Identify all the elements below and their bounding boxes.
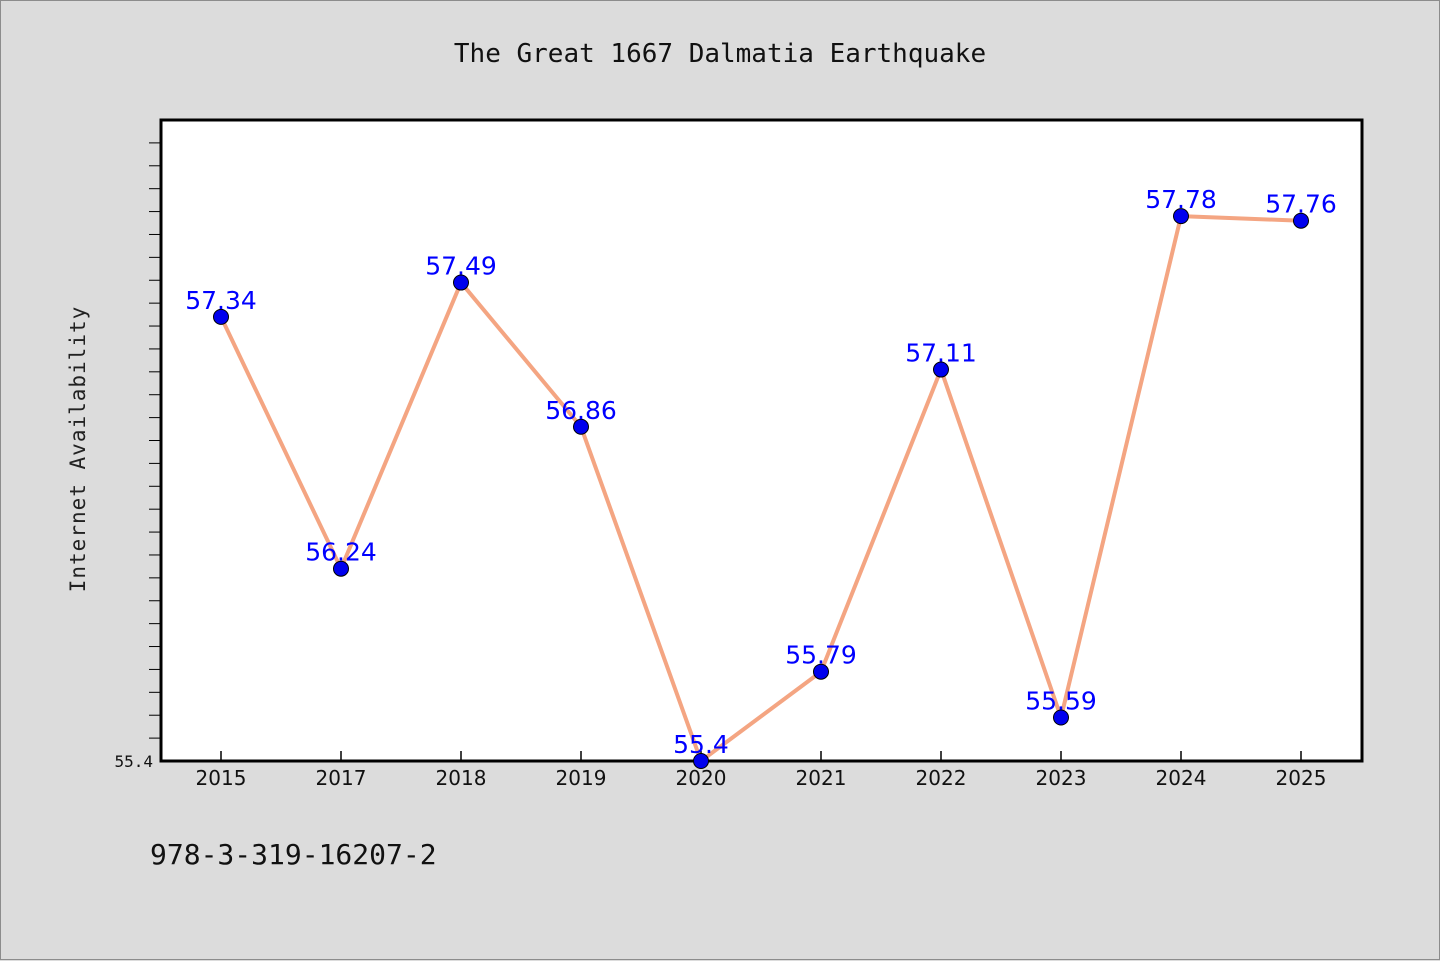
data-label: 57.76 [1265, 190, 1337, 219]
x-tick-label: 2023 [1036, 766, 1087, 790]
data-label: 57.34 [185, 286, 257, 315]
data-point [333, 560, 349, 577]
data-point [1293, 212, 1309, 229]
x-tick-label: 2024 [1156, 766, 1207, 790]
x-tick-label: 2015 [196, 766, 247, 790]
isbn-footer: 978-3-319-16207-2 [150, 838, 437, 871]
x-tick-label: 2022 [916, 766, 967, 790]
data-point [1053, 709, 1069, 726]
data-label: 55.79 [785, 641, 857, 670]
data-point [933, 361, 949, 378]
data-label: 57.78 [1145, 185, 1217, 214]
data-point [1173, 208, 1189, 225]
x-tick-label: 2025 [1276, 766, 1327, 790]
data-point [693, 753, 709, 769]
series-layer [213, 208, 1309, 769]
data-label: 57.11 [905, 339, 977, 368]
data-point [453, 274, 469, 291]
data-point [813, 663, 829, 680]
y-axis-label: Internet Availability [66, 306, 90, 593]
data-point [573, 418, 589, 435]
plot-border [159, 118, 1364, 763]
y-tick-label: 55.4 [114, 752, 153, 771]
plot-area [161, 120, 1362, 761]
data-label: 56.86 [545, 396, 617, 425]
x-tick-label: 2017 [316, 766, 367, 790]
data-point [213, 308, 229, 325]
x-tick-label: 2018 [436, 766, 487, 790]
chart-title: The Great 1667 Dalmatia Earthquake [454, 39, 986, 69]
data-label: 55.59 [1025, 687, 1097, 716]
data-label: 56.24 [305, 538, 377, 567]
x-tick-label: 2021 [796, 766, 847, 790]
data-label: 55.4 [673, 730, 729, 759]
data-labels-layer: 57.34 56.24 57.49 56.86 55.4 55.79 57.11 55.59 5… [185, 185, 1337, 759]
y-axis-ticks [149, 142, 161, 739]
series-line [219, 214, 1303, 763]
x-tick-label: 2020 [676, 766, 727, 790]
x-axis-ticks: 2015 2017 2018 2019 2020 2021 2022 2023 2024 2025 [196, 751, 1327, 790]
data-label: 57.49 [425, 252, 497, 281]
x-tick-label: 2019 [556, 766, 607, 790]
